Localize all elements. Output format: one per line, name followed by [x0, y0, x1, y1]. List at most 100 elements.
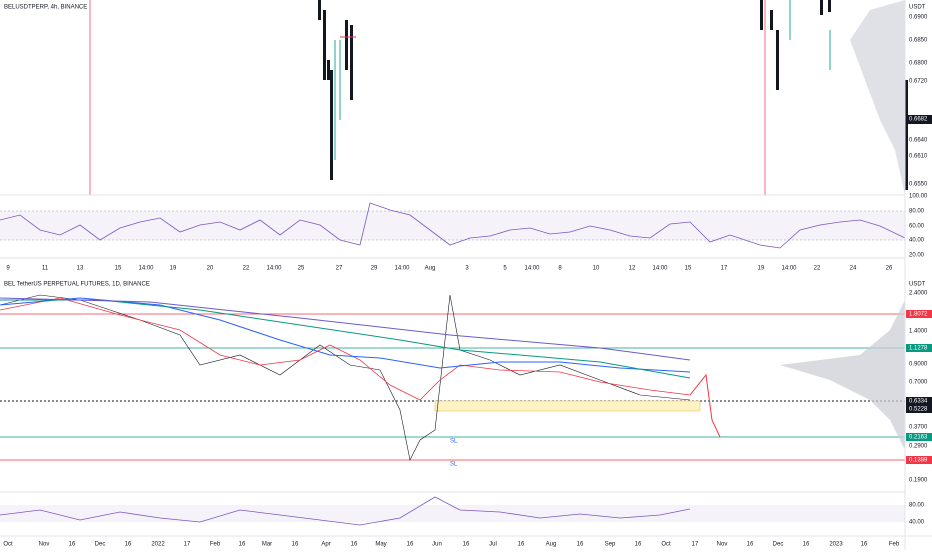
bottom-currency: USDT	[909, 282, 926, 288]
date-label: 22	[243, 266, 250, 272]
price-tag-bg	[906, 433, 932, 441]
price-tag: 0.5228	[909, 407, 928, 413]
date-label: 16	[292, 542, 299, 548]
date-label: Mar	[262, 542, 272, 548]
date-label: 25	[298, 266, 305, 272]
price-tag-bg	[906, 456, 932, 464]
price-tick: 0.6800	[909, 61, 928, 67]
price-tick: 0.6900	[909, 15, 928, 21]
top-currency: USDT	[909, 5, 926, 11]
labels: BELUSDTPERP, 4h, BINANCE USDT 0.6682 BEL…	[4, 5, 932, 468]
date-label: Oct	[3, 542, 13, 548]
rsi-tick: 20.00	[909, 253, 925, 259]
date-label: 17	[184, 542, 191, 548]
date-label: 16	[125, 542, 132, 548]
date-label: 16	[69, 542, 76, 548]
date-label: 5	[503, 266, 507, 272]
rsi-tick: 40.00	[909, 520, 925, 526]
date-label: 16	[861, 542, 868, 548]
price-tick: 2.4000	[909, 291, 928, 297]
price-tag-bg	[906, 405, 932, 413]
date-label: 19	[170, 266, 177, 272]
date-label: 9	[6, 266, 10, 272]
date-label: Nov	[39, 542, 50, 548]
date-label: 29	[371, 266, 378, 272]
date-label: Sep	[605, 542, 616, 548]
date-label: 11	[42, 266, 49, 272]
rsi-tick: 100.00	[909, 194, 928, 200]
price-tick: 0.2900	[909, 444, 928, 450]
date-label: 24	[850, 266, 857, 272]
rsi-tick: 80.00	[909, 209, 925, 215]
date-label: 16	[518, 542, 525, 548]
date-label: Apr	[321, 542, 330, 548]
price-tag: 1.8072	[909, 312, 928, 318]
date-label: Dec	[773, 542, 784, 548]
price-tag: 1.1278	[909, 346, 928, 352]
rsi-tick: 60.00	[909, 224, 925, 230]
date-label: Nov	[717, 542, 728, 548]
date-label: 27	[336, 266, 343, 272]
date-label: 12	[629, 266, 636, 272]
date-label: May	[375, 542, 386, 548]
bottom-title: BEL TetherUS PERPETUAL FUTURES, 1D, BINA…	[4, 282, 150, 288]
date-label: 14:00	[266, 266, 282, 272]
price-tag-bg	[906, 310, 932, 318]
date-label: Jun	[432, 542, 442, 548]
date-label: 2022	[151, 542, 165, 548]
date-label: 17	[692, 542, 699, 548]
date-label: 14:00	[781, 266, 797, 272]
price-tag: 0.6334	[909, 399, 928, 405]
date-label: 14:00	[652, 266, 668, 272]
date-label: 16	[239, 542, 246, 548]
date-label: Aug	[425, 266, 436, 272]
price-tag-bg	[906, 344, 932, 352]
price-tick: 1.4000	[909, 329, 928, 335]
date-label: 17	[721, 266, 728, 272]
price-tag: 0.6682	[909, 117, 928, 123]
date-label: 8	[558, 266, 562, 272]
sl-label: SL	[450, 462, 458, 468]
price-tag: 0.1389	[909, 458, 928, 464]
date-label: 16	[407, 542, 414, 548]
date-label: Feb	[889, 542, 900, 548]
price-tick: 0.6550	[909, 182, 928, 188]
price-tick: 0.7000	[909, 380, 928, 386]
price-tick: 0.6640	[909, 138, 928, 144]
date-label: 14:00	[138, 266, 154, 272]
date-label: 26	[886, 266, 893, 272]
rsi-tick: 40.00	[909, 238, 925, 244]
date-label: 16	[577, 542, 584, 548]
date-label: 3	[465, 266, 469, 272]
price-tick: 0.9000	[909, 362, 928, 368]
top-title: BELUSDTPERP, 4h, BINANCE	[4, 5, 87, 11]
date-label: Oct	[661, 542, 671, 548]
date-label: 13	[77, 266, 84, 272]
price-tick: 0.6720	[909, 79, 928, 85]
date-label: Dec	[95, 542, 106, 548]
date-label: Aug	[546, 542, 557, 548]
date-label: Jul	[489, 542, 497, 548]
date-label: 15	[115, 266, 122, 272]
date-label: 16	[747, 542, 754, 548]
date-label: 14:00	[394, 266, 410, 272]
date-label: 20	[207, 266, 214, 272]
date-label: 19	[758, 266, 765, 272]
sl-label: SL	[450, 439, 458, 445]
top-pane	[0, 0, 908, 259]
date-label: 22	[814, 266, 821, 272]
date-label: 10	[593, 266, 600, 272]
price-tick: 0.6610	[909, 154, 928, 160]
price-tick: 0.3700	[909, 425, 928, 431]
price-tick: 0.1900	[909, 478, 928, 484]
price-tag-bg	[906, 397, 932, 405]
date-label: 16	[803, 542, 810, 548]
price-tag: 0.2163	[909, 435, 928, 441]
date-label: 16	[351, 542, 358, 548]
rsi-tick: 80.00	[909, 503, 925, 509]
date-label: 16	[463, 542, 470, 548]
date-label: 14:00	[524, 266, 540, 272]
date-label: 15	[685, 266, 692, 272]
